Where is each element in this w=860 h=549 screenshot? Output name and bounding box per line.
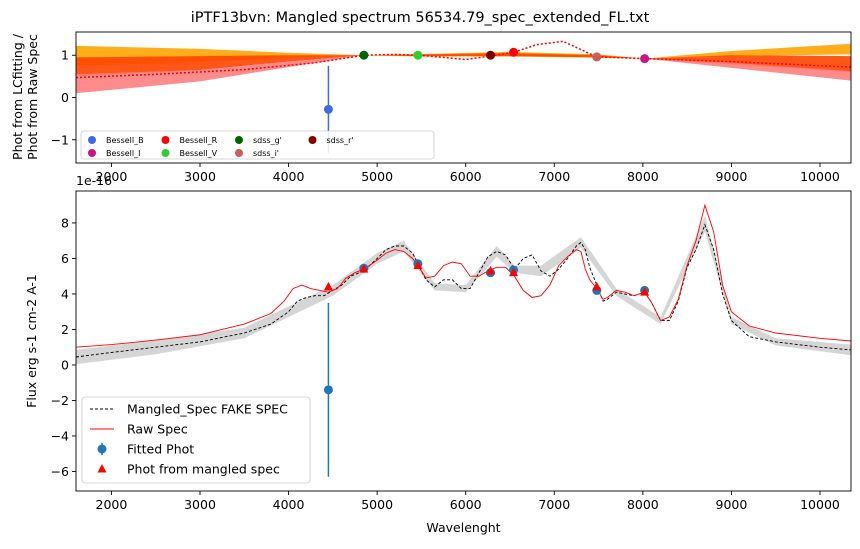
mangled-phot-point (640, 287, 650, 296)
top-x-tick-label: 6000 (450, 169, 482, 184)
ratio-point (509, 47, 519, 57)
top-legend-marker (161, 149, 170, 157)
top-legend-marker (161, 136, 170, 144)
top-legend-marker (308, 136, 317, 144)
top-legend-marker (88, 136, 96, 144)
top-x-tick-label: 9000 (716, 169, 748, 184)
bottom-legend-label: Phot from mangled spec (127, 462, 280, 477)
top-legend-marker (235, 149, 243, 157)
ratio-band-3 (76, 55, 851, 94)
mangled-uncertainty-band (76, 215, 851, 365)
top-x-tick-label: 3000 (184, 169, 216, 184)
bottom-legend-label: Mangled_Spec FAKE SPEC (127, 402, 288, 417)
bottom-y-tick-label: 2 (61, 322, 69, 337)
top-y-tick-label: 1 (61, 48, 69, 63)
bottom-x-tick-label: 3000 (184, 497, 216, 512)
bottom-x-axis-label: Wavelenght (426, 520, 500, 535)
bottom-x-tick-label: 4000 (273, 497, 305, 512)
top-legend-label: Bessell_R (180, 136, 218, 145)
top-y-axis-label: Phot from LCfitting /Phot from Raw Spec (10, 33, 40, 160)
top-legend-label: Bessell_V (180, 149, 218, 158)
top-x-tick-label: 8000 (627, 169, 659, 184)
chart-title: iPTF13bvn: Mangled spectrum 56534.79_spe… (191, 10, 650, 26)
top-legend-marker (88, 149, 96, 157)
bottom-y-tick-label: −2 (51, 393, 69, 408)
bottom-x-tick-label: 8000 (627, 497, 659, 512)
mangled-phot-point (413, 260, 423, 270)
mangled-spec-line (76, 223, 851, 358)
top-panel: 2000 3000 4000 5000 6000 7000 8000 9000 10000 −1 0… (10, 31, 852, 184)
bottom-x-tick-label: 10000 (800, 497, 840, 512)
mangled-phot-point (592, 281, 602, 291)
top-y-axis-label-line: Phot from Raw Spec (25, 34, 40, 160)
top-legend: Bessell_B Bessell_I Bessell_R Bessell_V sdss… (80, 130, 435, 160)
top-y-tick-label: −1 (51, 132, 69, 147)
ratio-point (323, 104, 333, 114)
offset-text: 1e-16 (76, 173, 112, 188)
top-x-tick-label: 4000 (273, 169, 305, 184)
top-x-tick-label: 5000 (361, 169, 393, 184)
fitted-phot-point (323, 385, 333, 395)
mangled-phot-point (486, 265, 496, 275)
mangled-phot-point (323, 281, 333, 291)
bottom-frame (75, 190, 852, 492)
top-y-axis-label-line: Phot from LCfitting / (10, 33, 25, 160)
ratio-point (486, 50, 496, 60)
bottom-y-tick-label: 4 (61, 286, 69, 301)
top-plot-area (76, 40, 851, 153)
ratio-point (640, 54, 650, 64)
bottom-legend: Mangled_Spec FAKE SPEC Raw Spec Fitted Pho… (81, 396, 311, 484)
mangled-phot-point (509, 267, 519, 277)
bottom-legend-label: Fitted Phot (127, 442, 194, 457)
bottom-y-tick-label: −6 (51, 464, 69, 479)
ratio-point (359, 50, 369, 60)
mangled-phot-point (359, 264, 369, 273)
bottom-x-tick-label: 9000 (716, 497, 748, 512)
top-x-tick-label: 10000 (800, 169, 840, 184)
bottom-x-tick-label: 7000 (538, 497, 570, 512)
bottom-panel: 2000 3000 4000 5000 6000 7000 8000 9000 10000 −6 −… (24, 173, 852, 535)
ratio-point (413, 50, 423, 60)
raw-spec-line (76, 203, 851, 348)
bottom-y-tick-label: 8 (61, 215, 69, 230)
top-x-tick-label: 7000 (538, 169, 570, 184)
top-x-tick-label: 2000 (96, 169, 128, 184)
bottom-legend-label: Raw Spec (127, 422, 188, 437)
bottom-legend-marker (97, 464, 107, 473)
top-legend-label: Bessell_B (106, 136, 144, 145)
ratio-point (592, 52, 602, 62)
bottom-plot-area (76, 203, 851, 477)
top-legend-label: Bessell_I (106, 149, 140, 158)
bottom-x-tick-label: 2000 (96, 497, 128, 512)
bottom-y-tick-label: 6 (61, 251, 69, 266)
bottom-legend-marker (97, 444, 107, 454)
top-legend-label: sdss_g' (253, 136, 282, 145)
bottom-x-tick-label: 6000 (450, 497, 482, 512)
top-y-tick-label: 0 (61, 90, 69, 105)
bottom-x-tick-label: 5000 (361, 497, 393, 512)
top-legend-label: sdss_i' (253, 149, 279, 158)
top-legend-marker (235, 136, 243, 144)
bottom-y-tick-label: 0 (61, 357, 69, 372)
bottom-y-tick-label: −4 (51, 428, 69, 443)
bottom-legend-frame (81, 396, 311, 484)
bottom-y-axis-label: Flux erg s-1 cm-2 A-1 (24, 274, 39, 408)
top-legend-label: sdss_r' (327, 136, 354, 145)
